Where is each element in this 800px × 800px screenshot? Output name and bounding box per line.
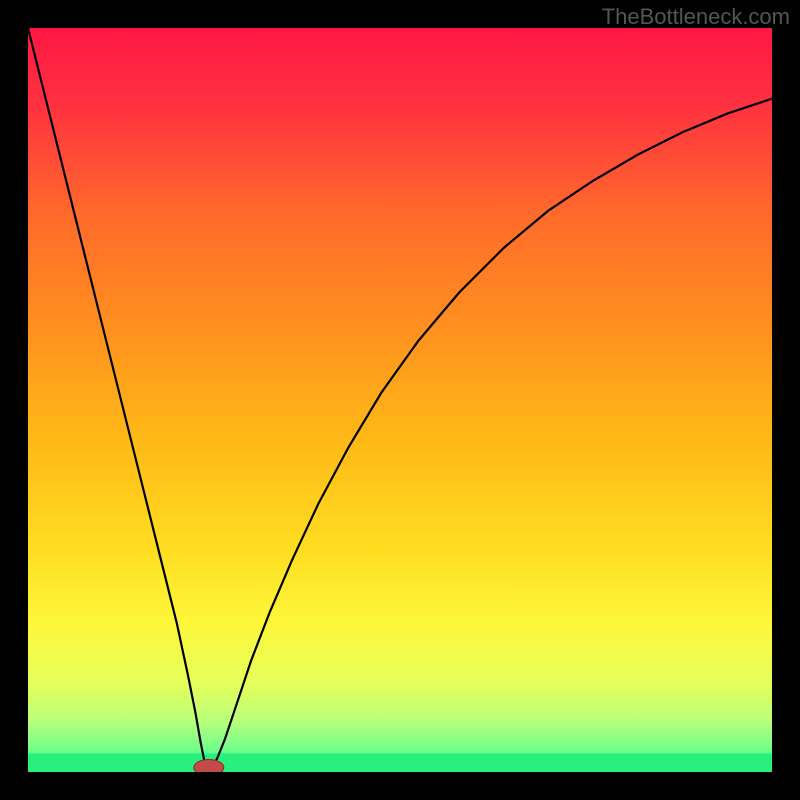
chart-svg — [28, 28, 772, 772]
min-marker — [194, 760, 224, 772]
plot-area — [28, 28, 772, 772]
chart-background — [28, 28, 772, 772]
watermark-text: TheBottleneck.com — [602, 4, 790, 30]
baseline-band — [28, 753, 772, 772]
